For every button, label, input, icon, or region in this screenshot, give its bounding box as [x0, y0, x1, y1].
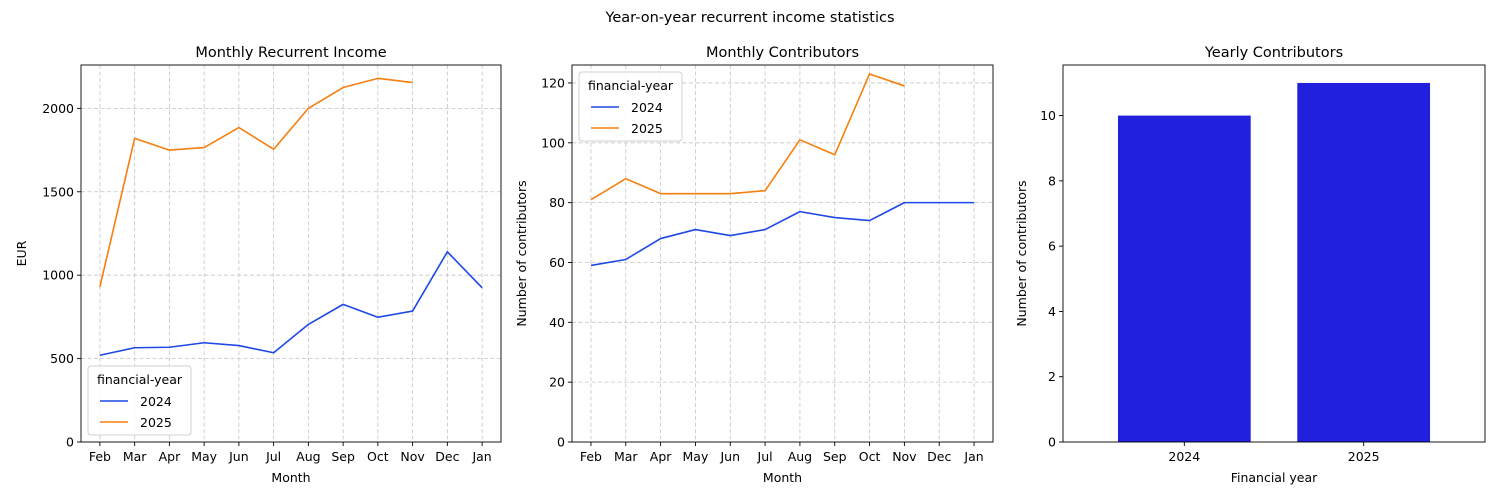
x-tick-label: Aug [788, 449, 812, 464]
y-tick-label: 0 [557, 435, 565, 450]
legend-label: 2025 [631, 121, 663, 136]
y-tick-label: 80 [549, 195, 565, 210]
x-tick-label: Oct [367, 449, 389, 464]
x-tick-label: Oct [859, 449, 881, 464]
x-tick-label: Jan [471, 449, 491, 464]
y-tick-label: 40 [549, 315, 565, 330]
x-tick-label: Aug [296, 449, 320, 464]
chart-title: Monthly Contributors [706, 45, 859, 61]
series-line-2024 [99, 251, 483, 357]
legend-label: 2025 [140, 415, 172, 430]
y-tick-label: 20 [549, 375, 565, 390]
x-tick-label: Dec [435, 449, 459, 464]
x-tick-label: May [191, 449, 217, 464]
y-tick-label: 120 [541, 75, 565, 90]
x-tick-label: Dec [927, 449, 951, 464]
x-axis-label: Month [271, 470, 310, 485]
x-tick-label: Jun [228, 449, 249, 464]
y-tick-label: 100 [541, 135, 565, 150]
figure-title: Year-on-year recurrent income statistics [604, 10, 894, 26]
legend: financial-year 2024 2025 [87, 365, 192, 436]
series-line-2024 [590, 201, 975, 267]
legend-title: financial-year [588, 78, 674, 93]
x-tick-label: May [683, 449, 709, 464]
x-tick-label: Feb [580, 449, 602, 464]
axes-frame [80, 64, 502, 443]
y-axis-label: EUR [14, 240, 29, 266]
legend: financial-year 2024 2025 [578, 71, 683, 142]
y-axis-label: Number of contributors [1014, 180, 1029, 326]
y-tick-label: 1000 [42, 268, 74, 283]
chart-title: Yearly Contributors [1204, 45, 1343, 61]
y-tick-label: 6 [1048, 239, 1056, 254]
x-tick-label: 2025 [1348, 449, 1380, 464]
bar-2024 [1117, 115, 1251, 442]
axes-frame [571, 64, 994, 443]
y-tick-label: 0 [66, 435, 74, 450]
x-axis-label: Month [763, 470, 802, 485]
chart-1: Feb Mar Apr May Jun Jul Aug Sep Oct Nov Dec Jan 0 500… [14, 45, 502, 485]
y-tick-label: 8 [1048, 173, 1056, 188]
x-tick-label: Nov [892, 449, 917, 464]
x-tick-label: Feb [89, 449, 111, 464]
x-tick-label: Sep [823, 449, 847, 464]
bar-2025 [1297, 82, 1431, 442]
legend-box [87, 365, 192, 436]
y-tick-label: 1500 [42, 184, 74, 199]
x-tick-label: Mar [614, 449, 638, 464]
legend-label: 2024 [631, 100, 663, 115]
chart-title: Monthly Recurrent Income [195, 45, 386, 61]
y-tick-label: 0 [1048, 435, 1056, 450]
x-tick-label: Mar [123, 449, 147, 464]
plots-container: Feb Mar Apr May Jun Jul Aug Sep Oct Nov Dec Jan 0 500… [14, 45, 1486, 485]
y-tick-label: 500 [50, 351, 74, 366]
x-tick-label: Jul [757, 449, 773, 464]
y-tick-label: 60 [549, 255, 565, 270]
x-tick-label: 2024 [1168, 449, 1200, 464]
x-tick-label: Nov [400, 449, 425, 464]
series-line-2025 [590, 73, 905, 201]
legend-label: 2024 [140, 394, 172, 409]
legend-box [578, 71, 683, 142]
series-line-2025 [99, 77, 413, 288]
axes-frame [1062, 64, 1486, 443]
y-tick-label: 2 [1048, 369, 1056, 384]
y-tick-label: 2000 [42, 101, 74, 116]
x-tick-label: Sep [331, 449, 355, 464]
y-tick-label: 4 [1048, 304, 1056, 319]
y-axis-label: Number of contributors [514, 180, 529, 326]
legend-title: financial-year [97, 372, 183, 387]
y-tick-label: 10 [1040, 108, 1056, 123]
chart-3: 2024 2025 0 2 4 6 8 10 Yearly Contributors Financ… [1014, 45, 1486, 485]
x-tick-label: Apr [650, 449, 672, 464]
x-tick-label: Jul [265, 449, 281, 464]
x-axis-label: Financial year [1231, 470, 1318, 485]
x-tick-label: Apr [159, 449, 181, 464]
x-tick-label: Jan [963, 449, 983, 464]
chart-2: Feb Mar Apr May Jun Jul Aug Sep Oct Nov Dec Jan 0 20 4… [514, 45, 994, 485]
x-tick-label: Jun [719, 449, 740, 464]
